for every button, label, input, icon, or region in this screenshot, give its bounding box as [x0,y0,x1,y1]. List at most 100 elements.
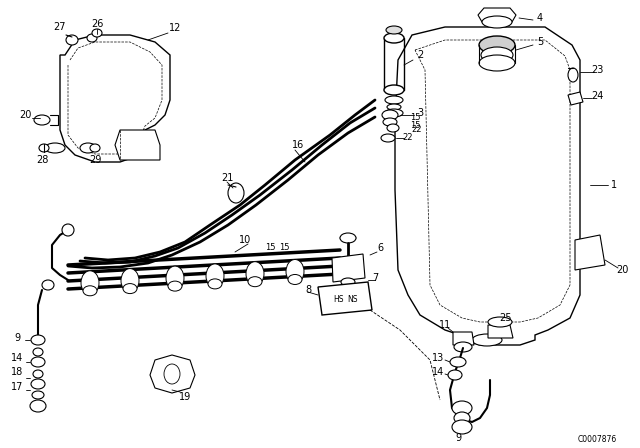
Text: 23: 23 [591,65,603,75]
Ellipse shape [481,47,513,63]
Polygon shape [395,27,580,345]
Text: 17: 17 [11,382,23,392]
Ellipse shape [30,400,46,412]
Text: 3: 3 [417,108,423,118]
Ellipse shape [92,29,102,37]
Ellipse shape [90,144,100,152]
Ellipse shape [33,370,43,378]
Ellipse shape [387,104,401,110]
Ellipse shape [31,357,45,367]
Ellipse shape [452,420,472,434]
Text: 13: 13 [432,353,444,363]
Text: 1: 1 [611,180,617,190]
Ellipse shape [383,118,397,126]
Text: HS: HS [333,296,343,305]
Ellipse shape [45,143,65,153]
Polygon shape [575,235,605,270]
Ellipse shape [31,335,45,345]
Text: C0007876: C0007876 [577,435,616,444]
Ellipse shape [384,85,404,95]
Polygon shape [60,35,170,162]
Ellipse shape [81,271,99,295]
Ellipse shape [228,183,244,203]
Text: 8: 8 [305,285,311,295]
Ellipse shape [482,16,512,28]
Text: 22: 22 [403,134,413,142]
Ellipse shape [385,96,403,104]
Polygon shape [478,8,516,22]
Polygon shape [150,355,195,393]
Text: 9: 9 [455,433,461,443]
Ellipse shape [381,134,395,142]
Text: 15: 15 [410,121,420,129]
Text: 7: 7 [372,273,378,283]
Text: 15: 15 [265,244,275,253]
Ellipse shape [472,334,502,346]
Text: 2: 2 [417,50,423,60]
Ellipse shape [386,26,402,34]
Ellipse shape [452,401,472,415]
Ellipse shape [33,348,43,356]
Ellipse shape [448,370,462,380]
Ellipse shape [83,286,97,296]
Ellipse shape [34,115,50,125]
Ellipse shape [385,109,403,117]
Ellipse shape [341,278,355,286]
Ellipse shape [450,357,466,367]
Ellipse shape [80,143,96,153]
Ellipse shape [454,412,470,424]
Text: NS: NS [348,296,358,305]
Ellipse shape [288,275,302,284]
Text: 14: 14 [11,353,23,363]
Polygon shape [318,282,372,315]
Ellipse shape [87,34,97,42]
Ellipse shape [286,259,304,284]
Ellipse shape [121,269,139,293]
Text: 12: 12 [169,23,181,33]
Ellipse shape [123,284,137,293]
Ellipse shape [39,144,49,152]
Text: 28: 28 [36,155,48,165]
Text: 19: 19 [179,392,191,402]
Ellipse shape [384,33,404,43]
Text: 29: 29 [89,155,101,165]
Ellipse shape [62,224,74,236]
Text: 4: 4 [537,13,543,23]
Ellipse shape [387,124,399,132]
Text: 16: 16 [292,140,304,150]
Ellipse shape [42,280,54,290]
Polygon shape [488,325,513,338]
Text: 14: 14 [432,367,444,377]
Text: 9: 9 [14,333,20,343]
Polygon shape [332,254,365,282]
Ellipse shape [340,233,356,243]
Text: 5: 5 [537,37,543,47]
Ellipse shape [479,36,515,54]
Text: 27: 27 [54,22,67,32]
Ellipse shape [341,261,355,269]
Polygon shape [115,130,160,160]
Ellipse shape [166,266,184,290]
Ellipse shape [246,262,264,286]
Text: 10: 10 [239,235,251,245]
Text: 21: 21 [221,173,233,183]
Ellipse shape [31,379,45,389]
Ellipse shape [66,35,78,45]
Text: 20: 20 [19,110,31,120]
Text: 15: 15 [410,113,420,122]
Polygon shape [568,92,583,105]
Ellipse shape [164,364,180,384]
Text: 6: 6 [377,243,383,253]
Ellipse shape [248,277,262,287]
Text: 22: 22 [412,125,422,134]
Ellipse shape [488,317,512,327]
Ellipse shape [208,279,222,289]
Ellipse shape [454,342,472,352]
Ellipse shape [168,281,182,291]
Text: 11: 11 [439,320,451,330]
Polygon shape [453,332,474,345]
Ellipse shape [479,55,515,71]
Ellipse shape [32,391,44,399]
Ellipse shape [206,264,224,288]
Text: 24: 24 [591,91,603,101]
